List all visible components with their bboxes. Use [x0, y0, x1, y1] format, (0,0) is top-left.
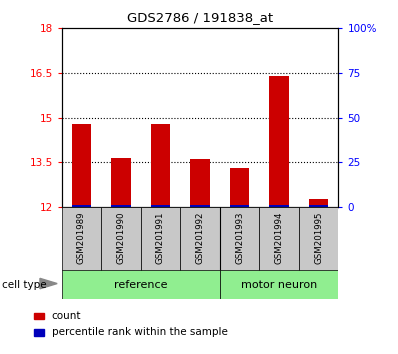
Bar: [299, 207, 338, 271]
Text: motor neuron: motor neuron: [241, 280, 317, 290]
Bar: [111, 158, 131, 207]
Bar: [309, 205, 328, 207]
Bar: [269, 205, 289, 207]
Text: cell type: cell type: [2, 280, 47, 290]
Bar: [230, 205, 250, 207]
Title: GDS2786 / 191838_at: GDS2786 / 191838_at: [127, 11, 273, 24]
Bar: [111, 205, 131, 207]
Bar: [220, 207, 259, 271]
Bar: [150, 205, 170, 207]
Text: GSM201989: GSM201989: [77, 212, 86, 264]
Text: GSM201993: GSM201993: [235, 212, 244, 264]
Bar: [269, 76, 289, 207]
Bar: [62, 270, 220, 299]
Bar: [150, 124, 170, 207]
Bar: [34, 329, 45, 336]
Text: GSM201991: GSM201991: [156, 212, 165, 264]
Bar: [34, 313, 45, 319]
Text: GSM201995: GSM201995: [314, 212, 323, 264]
Text: reference: reference: [114, 280, 168, 290]
Bar: [72, 124, 91, 207]
Bar: [190, 159, 210, 207]
Polygon shape: [40, 278, 57, 289]
Bar: [141, 207, 180, 271]
Bar: [101, 207, 141, 271]
Text: GSM201992: GSM201992: [195, 212, 205, 264]
Text: GSM201990: GSM201990: [117, 212, 125, 264]
Bar: [72, 205, 91, 207]
Bar: [62, 207, 101, 271]
Bar: [190, 205, 210, 207]
Bar: [220, 270, 338, 299]
Text: count: count: [52, 311, 81, 321]
Bar: [180, 207, 220, 271]
Bar: [230, 168, 250, 207]
Bar: [309, 199, 328, 207]
Text: GSM201994: GSM201994: [275, 212, 283, 264]
Bar: [259, 207, 299, 271]
Text: percentile rank within the sample: percentile rank within the sample: [52, 327, 228, 337]
